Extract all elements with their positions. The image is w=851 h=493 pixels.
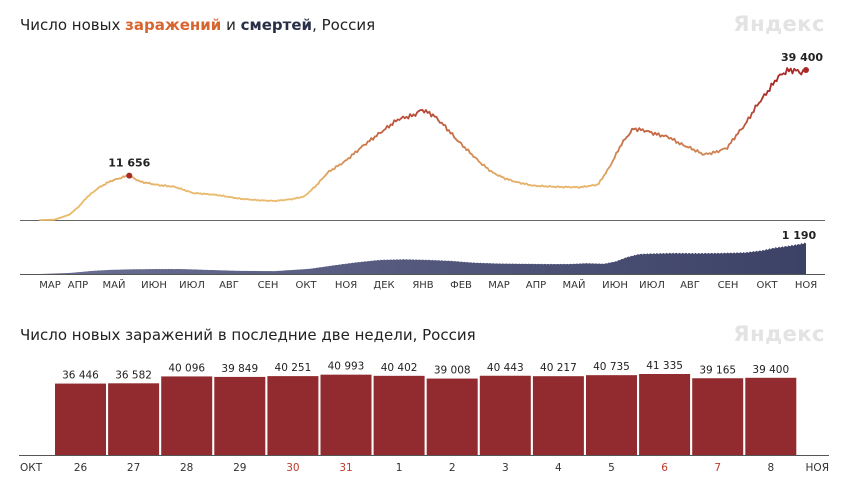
month-tick-label: МАЙ	[563, 278, 586, 291]
chart1-title: Число новых заражений и смертей, Россия	[20, 16, 375, 34]
bar-4	[532, 376, 584, 455]
chart2-title: Число новых заражений в последние две не…	[20, 326, 476, 344]
bar-value-label: 39 165	[699, 364, 736, 376]
chart1-title-and: и	[221, 16, 241, 34]
bar-value-label: 40 251	[275, 362, 312, 374]
bar-category-label: 28	[180, 462, 193, 474]
bar-value-label: 36 582	[115, 369, 152, 381]
infections-line-segment	[752, 104, 757, 113]
month-tick-label: ЯНВ	[412, 280, 433, 291]
bar-category-label: 3	[502, 462, 509, 474]
month-tick-label: АВГ	[680, 280, 700, 291]
bar-category-label: 7	[714, 462, 721, 474]
deaths-area	[40, 242, 806, 274]
axis-right-month-label: НОЯ	[806, 462, 829, 474]
bar-5	[586, 375, 637, 455]
month-tick-label: НОЯ	[335, 280, 357, 291]
month-tick-label: АПР	[68, 280, 88, 291]
yandex-logo-top: Яндекс	[733, 12, 825, 36]
infections-series	[39, 67, 806, 221]
bar-value-label: 40 096	[168, 362, 205, 374]
month-tick-label: ДЕК	[373, 280, 394, 291]
bar-value-label: 40 735	[593, 361, 630, 373]
bar-26	[55, 383, 106, 455]
chart1-title-suffix: , Россия	[312, 16, 376, 34]
bar-category-label: 5	[608, 462, 615, 474]
bar-value-label: 39 849	[221, 363, 258, 375]
month-tick-label: ОКТ	[295, 280, 317, 291]
month-tick-label: ИЮЛ	[639, 280, 665, 291]
bar-30	[267, 376, 319, 455]
month-tick-label: СЕН	[718, 280, 739, 291]
bar-3	[479, 375, 531, 455]
infections-deaths-chart: 11 656 39 400 1 190 МАР АПР МАЙ ИЮН ИЮЛ АВГ СЕН ОК…	[20, 51, 825, 291]
deaths-end-label: 1 190	[782, 229, 817, 242]
infections-line-segment	[613, 151, 618, 159]
bar-value-label: 36 446	[62, 370, 99, 382]
bar-28	[161, 376, 213, 455]
bar-category-label: 29	[233, 462, 246, 474]
month-tick-label: ИЮН	[602, 280, 628, 291]
peak-label-1: 11 656	[108, 157, 150, 170]
bar-value-label: 39 400	[752, 364, 789, 376]
bar-value-label: 40 402	[381, 362, 418, 374]
infections-line-segment	[768, 82, 773, 92]
bar-category-label: 4	[555, 462, 562, 474]
month-tick-label: ИЮЛ	[179, 280, 205, 291]
month-tick-label: СЕН	[258, 280, 279, 291]
axis-left-month-label: ОКТ	[20, 462, 43, 474]
month-tick-label: ИЮН	[141, 280, 167, 291]
infections-line-segment	[444, 124, 448, 132]
month-tick-label: АПР	[526, 280, 546, 291]
bar-2	[426, 378, 478, 455]
peak-marker-1	[126, 172, 133, 179]
bar-value-label: 41 335	[646, 360, 683, 372]
month-tick-label: ОКТ	[756, 280, 778, 291]
bar-value-label: 40 993	[328, 361, 365, 373]
bar-1	[373, 375, 425, 455]
bar-category-label: 30	[286, 462, 299, 474]
infections-line-segment	[775, 75, 780, 83]
bar-31	[320, 374, 372, 455]
yandex-logo-bottom: Яндекс	[733, 322, 825, 346]
month-tick-label: МАР	[39, 280, 61, 291]
bar-8	[745, 377, 797, 455]
bar-category-label: 26	[74, 462, 88, 474]
bar-category-label: 1	[396, 462, 403, 474]
chart1-title-prefix: Число новых	[20, 16, 126, 34]
bar-category-label: 8	[767, 462, 774, 474]
peak-marker-2	[803, 67, 809, 73]
bar-value-label: 40 217	[540, 362, 577, 374]
bar-7	[692, 378, 744, 455]
infections-line-segment	[749, 111, 753, 119]
bar-category-label: 27	[127, 462, 140, 474]
bar-6	[639, 374, 691, 455]
month-tick-label: АВГ	[219, 280, 239, 291]
bar-value-label: 39 008	[434, 365, 471, 377]
bar-29	[214, 376, 266, 455]
peak-label-2: 39 400	[781, 51, 823, 64]
chart1-title-deaths: смертей	[240, 16, 313, 34]
month-tick-label: НОЯ	[795, 280, 817, 291]
month-tick-label: ФЕВ	[450, 280, 472, 291]
bar-category-label: 6	[661, 462, 668, 474]
bar-value-label: 40 443	[487, 362, 524, 374]
bar-category-label: 2	[449, 462, 456, 474]
bar-category-label: 31	[339, 462, 352, 474]
chart1-title-infections: заражений	[125, 16, 222, 34]
month-tick-label: МАЙ	[103, 278, 126, 291]
bar-27	[108, 383, 160, 455]
month-tick-label: МАР	[488, 280, 510, 291]
